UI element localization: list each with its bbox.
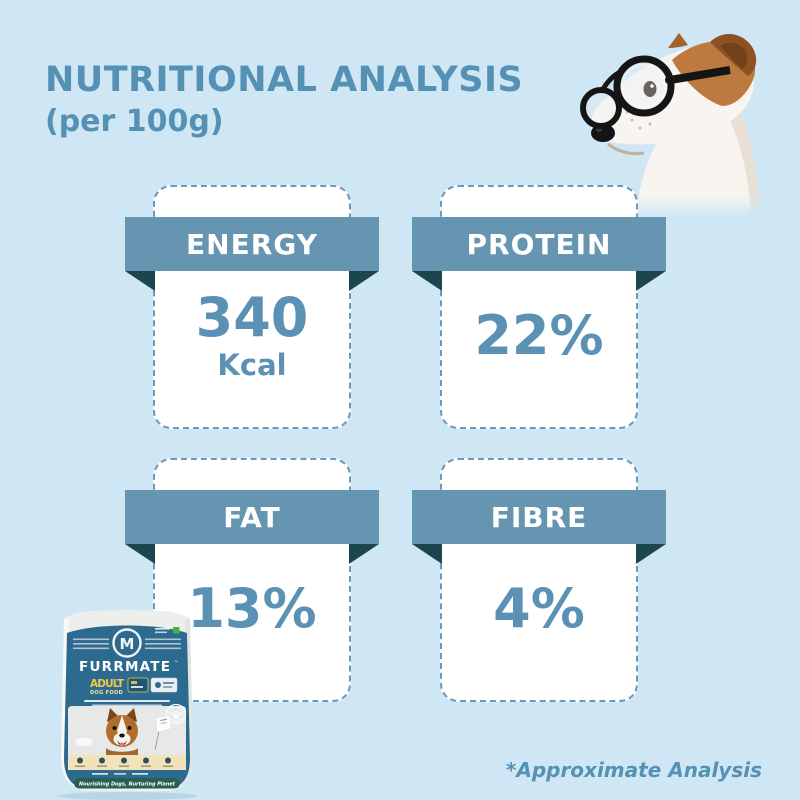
nutrient-card-energy: ENERGY 340 Kcal: [125, 185, 379, 429]
package-trademark: ™: [174, 660, 179, 666]
nutrient-value: 340: [195, 285, 309, 349]
package-brand-text: FURRMATE: [79, 659, 171, 675]
photo-flag-icon: [154, 714, 172, 751]
nutrient-value-area: 4%: [442, 544, 636, 700]
card-ribbon: FIBRE: [412, 490, 666, 544]
ribbon-fold-left-icon: [412, 271, 442, 291]
page-title: NUTRITIONAL ANALYSIS: [45, 60, 524, 100]
paw-stamp-icon: [165, 703, 187, 725]
approximate-analysis-footnote: *Approximate Analysis: [505, 758, 762, 782]
label-badges-icon: [127, 677, 178, 693]
feature-icons: [75, 757, 173, 767]
ribbon-fold-left-icon: [125, 544, 155, 564]
ribbon-fold-right-icon: [349, 271, 379, 291]
nutrient-card-fibre: FIBRE 4%: [412, 458, 666, 702]
package-dog-photo: [106, 708, 138, 755]
card-ribbon: PROTEIN: [412, 217, 666, 271]
nutrient-value: 22%: [474, 303, 604, 367]
round-glasses-icon: [580, 55, 731, 129]
nutrient-value-area: 22%: [442, 271, 636, 427]
nutrient-value: 4%: [493, 576, 585, 640]
card-ribbon: FAT: [125, 490, 379, 544]
product-type-text: DOG FOOD: [90, 690, 124, 696]
nutrient-value-area: 340 Kcal: [155, 271, 349, 427]
nutrient-label: PROTEIN: [466, 227, 612, 261]
ribbon-fold-left-icon: [125, 271, 155, 291]
nutrient-value: 13%: [187, 576, 317, 640]
nutrient-label: FIBRE: [490, 500, 588, 534]
card-ribbon: ENERGY: [125, 217, 379, 271]
nutrient-label: ENERGY: [186, 227, 318, 261]
ribbon-fold-right-icon: [349, 544, 379, 564]
nutrient-value-area: 13%: [155, 544, 349, 700]
ribbon-fold-right-icon: [636, 271, 666, 291]
package-tagline-text: Nourishing Dogs, Nurturing Planet: [79, 782, 176, 788]
nutrient-card-fat: FAT 13%: [125, 458, 379, 702]
ribbon-fold-right-icon: [636, 544, 666, 564]
furrmate-monogram-icon: [112, 628, 142, 658]
product-line-text: ADULT: [90, 678, 125, 690]
product-package-image: M FURRMATE ™ ADULT DOG FOOD: [57, 609, 197, 800]
nutrient-card-protein: PROTEIN 22%: [412, 185, 666, 429]
page-subtitle: (per 100g): [45, 104, 224, 139]
ribbon-fold-left-icon: [412, 544, 442, 564]
quality-mark-icon: [173, 627, 180, 634]
monogram-letter: M: [120, 635, 135, 653]
nutrient-label: FAT: [223, 500, 281, 534]
nutrient-unit: Kcal: [217, 348, 287, 383]
